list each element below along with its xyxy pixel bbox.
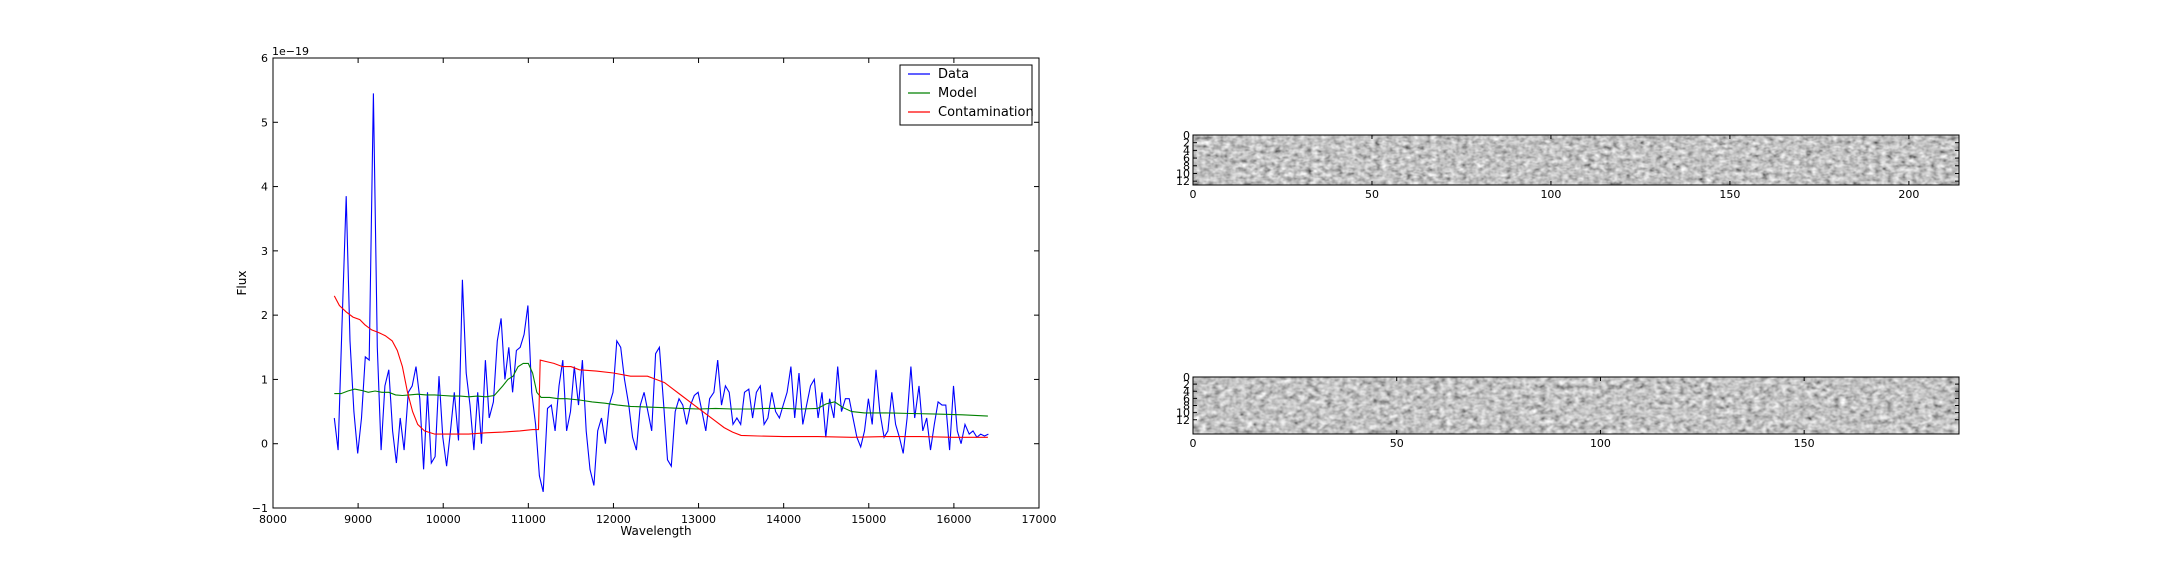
image-y-tick-label: 2 xyxy=(1183,378,1190,391)
image-y-tick-label: 2 xyxy=(1183,137,1190,150)
image-y-tick-label: 12 xyxy=(1176,414,1190,427)
image-x-tick-label: 50 xyxy=(1365,188,1379,201)
x-tick-label: 17000 xyxy=(1022,513,1057,526)
image-y-tick-label: 8 xyxy=(1183,400,1190,413)
x-tick-label: 16000 xyxy=(936,513,971,526)
y-tick-label: 6 xyxy=(261,52,268,65)
y-tick-label: 4 xyxy=(261,181,268,194)
image-y-tick-label: 4 xyxy=(1183,144,1190,157)
legend-label-model: Model xyxy=(938,86,977,101)
image-y-tick-label: 6 xyxy=(1183,392,1190,405)
series-line-contamination xyxy=(333,295,988,438)
x-axis-label: Wavelength xyxy=(620,524,691,538)
image-y-tick-label: 0 xyxy=(1183,129,1190,142)
image-x-tick-label: 0 xyxy=(1190,437,1197,450)
image-y-tick-label: 6 xyxy=(1183,152,1190,165)
image-y-tick-label: 10 xyxy=(1176,167,1190,180)
image-y-tick-label: 0 xyxy=(1183,371,1190,384)
legend-label-data: Data xyxy=(938,67,969,82)
spectrum-image-bottom-pixels xyxy=(1193,377,1959,434)
spectrum-axis-ticks: 8000 9000 10000 11000 12000 13000 14000 15000 16… xyxy=(252,52,1057,526)
x-tick-label: 8000 xyxy=(259,513,287,526)
image-x-tick-label: 100 xyxy=(1590,437,1611,450)
image-y-tick-label: 12 xyxy=(1176,175,1190,188)
legend-label-contamination: Contamination xyxy=(938,105,1034,120)
spectrum-image-top-pixels xyxy=(1193,135,1959,185)
image-y-tick-label: 10 xyxy=(1176,407,1190,420)
legend-box xyxy=(899,64,1033,126)
spectrum-plot-frame xyxy=(272,57,1040,509)
image-x-tick-label: 150 xyxy=(1719,188,1740,201)
series-line-data xyxy=(333,93,989,493)
x-tick-label: 11000 xyxy=(511,513,546,526)
y-tick-label: 0 xyxy=(261,438,268,451)
legend: Data Model Contamination xyxy=(899,64,1034,126)
spectrum-series xyxy=(333,93,989,493)
image-y-tick-label: 8 xyxy=(1183,160,1190,173)
y-tick-label: −1 xyxy=(252,502,268,515)
y-tick-label: 2 xyxy=(261,309,268,322)
x-tick-label: 13000 xyxy=(681,513,716,526)
image-x-tick-label: 150 xyxy=(1794,437,1815,450)
y-tick-label: 3 xyxy=(261,245,268,258)
y-tick-label: 5 xyxy=(261,116,268,129)
image-x-tick-label: 200 xyxy=(1898,188,1919,201)
image-x-tick-label: 50 xyxy=(1390,437,1404,450)
spectrum-image-top-frame xyxy=(1192,134,1960,186)
x-tick-label: 14000 xyxy=(766,513,801,526)
x-tick-label: 15000 xyxy=(851,513,886,526)
image-x-tick-label: 0 xyxy=(1190,188,1197,201)
y-axis-label: Flux xyxy=(235,271,249,296)
image-y-tick-label: 4 xyxy=(1183,385,1190,398)
image-x-tick-label: 100 xyxy=(1540,188,1561,201)
y-tick-label: 1 xyxy=(261,373,268,386)
x-tick-label: 10000 xyxy=(426,513,461,526)
x-tick-label: 9000 xyxy=(344,513,372,526)
y-offset-label: 1e−19 xyxy=(272,45,309,58)
spectrum-plot: 8000 9000 10000 11000 12000 13000 14000 15000 16… xyxy=(235,45,1057,538)
x-tick-label: 12000 xyxy=(596,513,631,526)
